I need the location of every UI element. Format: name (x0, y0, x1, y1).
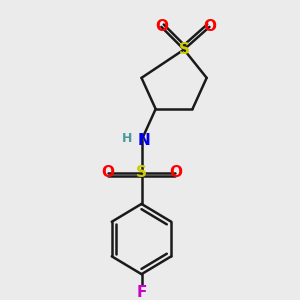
Text: O: O (203, 20, 216, 34)
Text: F: F (136, 285, 147, 300)
Text: O: O (155, 20, 168, 34)
Text: O: O (169, 165, 182, 180)
Text: S: S (136, 165, 147, 180)
Text: O: O (101, 165, 114, 180)
Text: S: S (178, 42, 190, 57)
Text: H: H (122, 132, 133, 145)
Text: N: N (138, 133, 151, 148)
